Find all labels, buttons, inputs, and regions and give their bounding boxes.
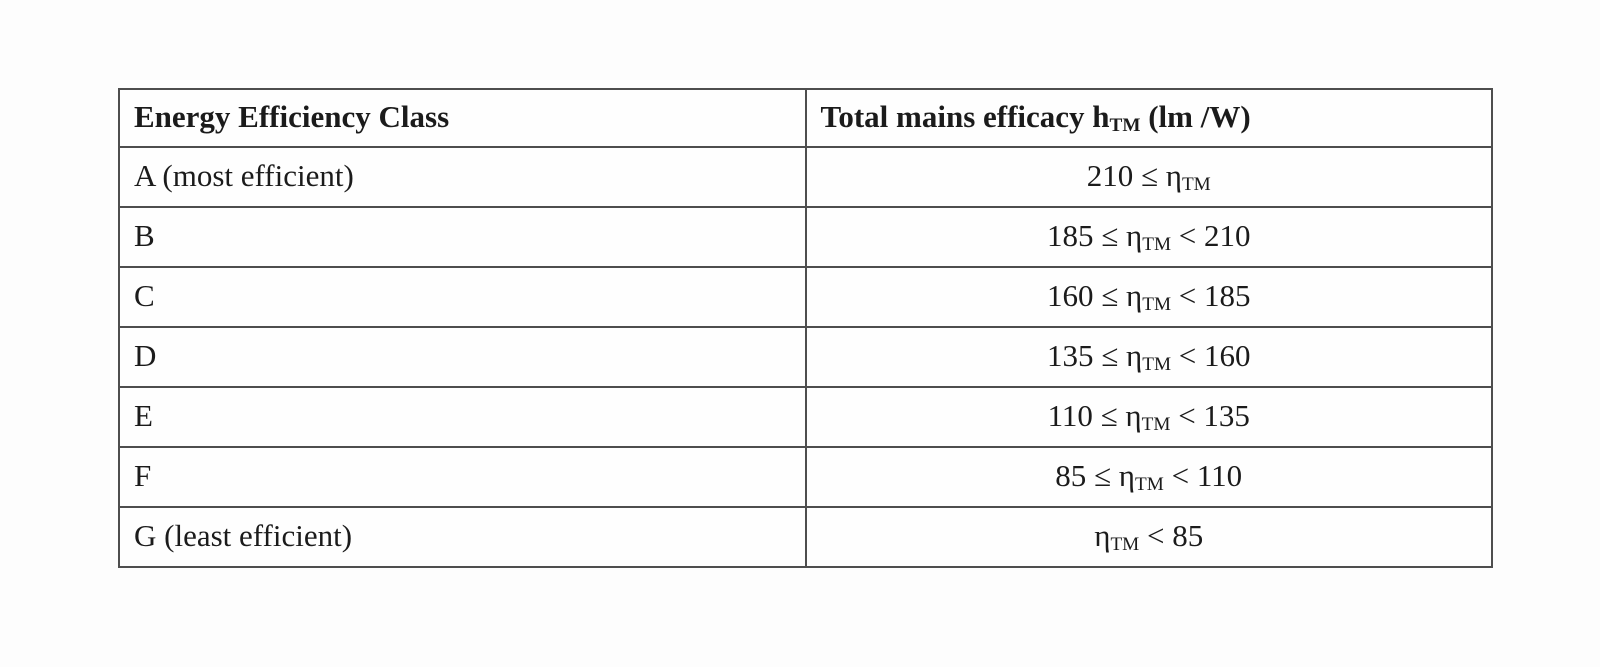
column-header-efficacy-unit: (lm /W) <box>1140 98 1251 134</box>
table-row-class-d: D 135 ≤ ηTM < 160 <box>118 326 1493 388</box>
column-header-efficacy-text: Total mains efficacy h <box>820 98 1110 134</box>
column-header-class-label: Energy Efficiency Class <box>134 98 450 134</box>
efficacy-subscript: TM <box>1142 354 1172 376</box>
class-cell: G (least efficient) <box>118 506 807 568</box>
class-cell: F <box>118 446 807 508</box>
efficacy-subscript: TM <box>1142 294 1172 316</box>
energy-efficiency-table-container: Energy Efficiency Class Total mains effi… <box>118 88 1493 568</box>
class-label: C <box>134 277 155 313</box>
table-header-row: Energy Efficiency Class Total mains effi… <box>118 88 1493 148</box>
efficacy-range-pre: 185 ≤ η <box>1046 217 1143 253</box>
class-cell: C <box>118 266 807 328</box>
efficacy-subscript: TM <box>1142 234 1172 256</box>
efficacy-cell: 110 ≤ ηTM < 135 <box>804 386 1493 448</box>
efficacy-range-pre: 135 ≤ η <box>1046 337 1143 373</box>
table-row-class-e: E 110 ≤ ηTM < 135 <box>118 386 1493 448</box>
class-label: D <box>134 337 157 373</box>
energy-efficiency-table: Energy Efficiency Class Total mains effi… <box>118 88 1493 568</box>
table-row-class-g: G (least efficient) ηTM < 85 <box>118 506 1493 568</box>
table-row-class-a: A (most efficient) 210 ≤ ηTM <box>118 146 1493 208</box>
efficacy-range-pre: 85 ≤ η <box>1055 457 1136 493</box>
efficacy-range-post: < 185 <box>1171 277 1251 313</box>
efficacy-range-pre: η <box>1094 517 1111 553</box>
efficacy-cell: 135 ≤ ηTM < 160 <box>804 326 1493 388</box>
class-label: B <box>134 217 155 253</box>
efficacy-subscript: TM <box>1141 414 1171 436</box>
table-row-class-f: F 85 ≤ ηTM < 110 <box>118 446 1493 508</box>
efficacy-range-post: < 135 <box>1170 397 1250 433</box>
column-header-class: Energy Efficiency Class <box>118 88 807 148</box>
class-label: F <box>134 457 152 493</box>
table-row-class-c: C 160 ≤ ηTM < 185 <box>118 266 1493 328</box>
efficacy-range-post: < 160 <box>1171 337 1251 373</box>
efficacy-range-pre: 110 ≤ η <box>1047 397 1142 433</box>
column-header-efficacy: Total mains efficacy hTM (lm /W) <box>804 88 1493 148</box>
class-label: A (most efficient) <box>134 157 354 193</box>
efficacy-range-post: < 85 <box>1139 517 1204 553</box>
class-cell: E <box>118 386 807 448</box>
efficacy-subscript: TM <box>1110 534 1140 556</box>
efficacy-range-pre: 210 ≤ η <box>1086 157 1182 193</box>
class-cell: B <box>118 206 807 268</box>
efficacy-cell: ηTM < 85 <box>804 506 1493 568</box>
class-cell: A (most efficient) <box>118 146 807 208</box>
efficacy-subscript: TM <box>1135 474 1164 496</box>
class-label: E <box>134 397 153 433</box>
class-label: G (least efficient) <box>134 517 353 553</box>
efficacy-cell: 85 ≤ ηTM < 110 <box>804 446 1493 508</box>
table-row-class-b: B 185 ≤ ηTM < 210 <box>118 206 1493 268</box>
efficacy-range-pre: 160 ≤ η <box>1046 277 1143 313</box>
efficacy-range-post: < 110 <box>1163 457 1243 493</box>
class-cell: D <box>118 326 807 388</box>
efficacy-cell: 185 ≤ ηTM < 210 <box>804 206 1493 268</box>
efficacy-cell: 160 ≤ ηTM < 185 <box>804 266 1493 328</box>
column-header-efficacy-subscript: TM <box>1109 115 1141 137</box>
efficacy-range-post: < 210 <box>1171 217 1251 253</box>
efficacy-cell: 210 ≤ ηTM <box>804 146 1493 208</box>
efficacy-subscript: TM <box>1181 174 1211 196</box>
